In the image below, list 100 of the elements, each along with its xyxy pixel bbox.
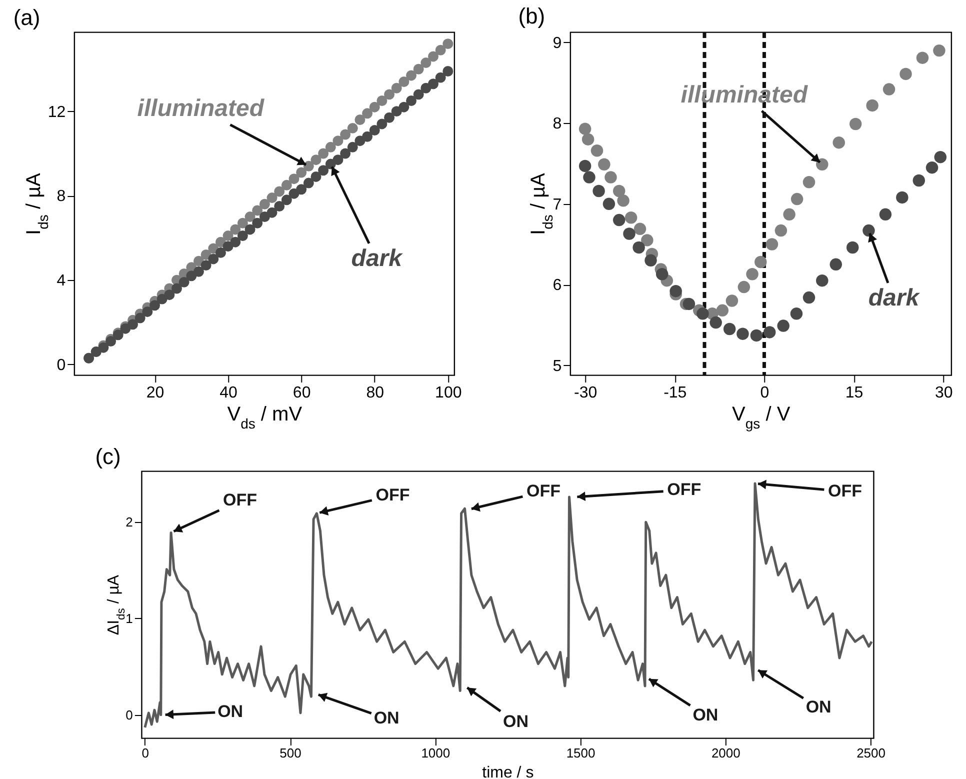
point (933, 44, 946, 57)
point (696, 308, 709, 320)
x-tick-label: 15 (845, 384, 864, 402)
point (435, 72, 446, 83)
annotation: OFF (223, 490, 258, 510)
y-tick-label: 12 (48, 104, 66, 121)
point (281, 194, 292, 206)
point (612, 184, 626, 198)
point (623, 228, 636, 240)
point (318, 148, 329, 159)
point (274, 201, 285, 212)
point (347, 122, 358, 134)
x-tick-label: 40 (220, 384, 238, 402)
point (582, 133, 594, 146)
annotation: ON (692, 705, 718, 724)
point (879, 208, 892, 221)
point (602, 198, 616, 210)
text: illuminated (137, 95, 266, 122)
line-series (144, 482, 873, 729)
point (641, 234, 654, 246)
annotation: ON (218, 702, 244, 721)
y-tick-label: 7 (552, 196, 562, 214)
x-tick-label: 500 (280, 746, 302, 760)
point (644, 254, 657, 267)
point (347, 142, 358, 152)
annotation: ON (374, 708, 400, 728)
point (413, 64, 424, 74)
point (391, 82, 402, 94)
point (406, 96, 417, 106)
point (634, 222, 646, 236)
point (849, 118, 862, 130)
point (583, 171, 596, 184)
x-axis-title: V$_{gs}$ / V (732, 404, 791, 432)
point (369, 102, 380, 112)
point (726, 294, 738, 307)
point (916, 52, 929, 64)
point (790, 192, 804, 206)
point (604, 171, 617, 184)
point (578, 160, 592, 172)
point (926, 161, 938, 174)
point (106, 336, 116, 346)
point (362, 108, 373, 119)
point (866, 99, 878, 112)
y-tick-label: 9 (552, 34, 562, 52)
x-tick-label: 80 (366, 384, 384, 402)
y-tick-label: 8 (56, 188, 66, 206)
y-tick-label: 1 (126, 610, 133, 626)
y-tick-label: 5 (552, 358, 562, 375)
point (384, 112, 395, 123)
point (862, 224, 875, 237)
point (303, 178, 314, 188)
point (816, 274, 828, 287)
point (598, 158, 610, 170)
point (442, 66, 454, 76)
point (832, 136, 845, 149)
point (266, 207, 278, 218)
point (750, 329, 763, 342)
point (376, 96, 388, 106)
point (774, 224, 788, 237)
point (200, 260, 212, 271)
point (882, 83, 896, 96)
point (369, 125, 380, 136)
point (912, 174, 926, 187)
x-tick-label: 20 (146, 384, 164, 402)
point (802, 176, 816, 188)
point (244, 212, 256, 222)
point (670, 284, 682, 298)
x-tick-label: 100 (435, 384, 462, 402)
y-tick-label: 6 (552, 277, 562, 294)
series-label: illuminated (680, 81, 809, 108)
x-tick-label: 2000 (711, 746, 740, 760)
x-tick-label: -30 (574, 384, 598, 402)
point (259, 198, 270, 210)
point (578, 122, 592, 135)
point (746, 268, 758, 280)
point (420, 58, 432, 68)
point (766, 238, 778, 250)
point (816, 158, 828, 170)
point (303, 160, 314, 172)
point (171, 283, 182, 294)
point (222, 230, 234, 242)
chart-title: (b) (518, 3, 546, 28)
point (590, 144, 604, 157)
point (332, 154, 344, 166)
point (896, 191, 908, 204)
annotation: OFF (828, 482, 862, 501)
point (296, 184, 307, 195)
x-tick-label: 0 (142, 746, 150, 760)
point (362, 131, 373, 142)
point (128, 319, 138, 330)
point (252, 205, 263, 216)
point (310, 171, 322, 182)
x-tick-label: -15 (664, 384, 687, 402)
y-tick-label: 8 (552, 116, 562, 133)
point (142, 306, 153, 317)
point (736, 328, 749, 340)
y-tick-label: 4 (56, 272, 66, 290)
point (237, 218, 248, 228)
point (259, 212, 270, 222)
point (376, 118, 388, 130)
